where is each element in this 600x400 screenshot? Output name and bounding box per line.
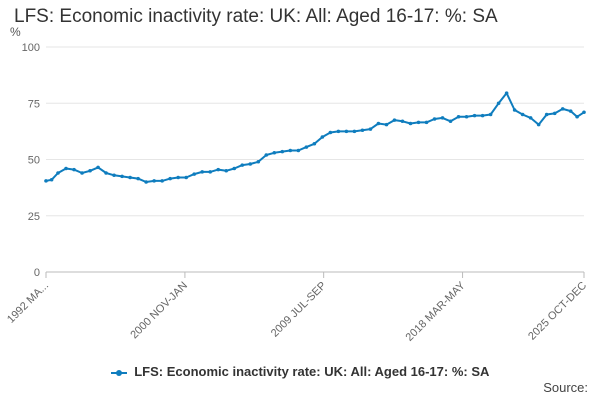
data-point[interactable] bbox=[400, 119, 405, 124]
data-point[interactable] bbox=[104, 171, 108, 175]
data-point[interactable] bbox=[232, 166, 237, 171]
data-point[interactable] bbox=[152, 179, 156, 183]
y-tick-label: 100 bbox=[22, 42, 40, 54]
data-point[interactable] bbox=[552, 111, 557, 116]
data-point[interactable] bbox=[72, 167, 76, 172]
data-point[interactable] bbox=[49, 177, 54, 182]
y-tick-label: 75 bbox=[28, 98, 40, 110]
data-point[interactable] bbox=[504, 91, 509, 95]
data-point[interactable] bbox=[88, 168, 92, 173]
data-point[interactable] bbox=[575, 114, 579, 119]
data-point[interactable] bbox=[144, 180, 148, 184]
legend-marker bbox=[110, 369, 127, 376]
data-point[interactable] bbox=[480, 113, 485, 118]
series-line bbox=[45, 92, 585, 183]
data-point[interactable] bbox=[408, 121, 413, 126]
data-point[interactable] bbox=[456, 114, 461, 119]
data-point[interactable] bbox=[568, 109, 573, 113]
data-point[interactable] bbox=[120, 174, 124, 179]
legend-label: LFS: Economic inactivity rate: UK: All: … bbox=[134, 364, 490, 379]
data-point[interactable] bbox=[288, 148, 293, 153]
data-point[interactable] bbox=[96, 165, 100, 170]
data-point[interactable] bbox=[352, 129, 357, 134]
data-point[interactable] bbox=[136, 176, 140, 181]
data-point[interactable] bbox=[520, 112, 525, 117]
data-point[interactable] bbox=[112, 173, 116, 178]
y-tick-label: 0 bbox=[34, 267, 40, 279]
y-axis-unit: % bbox=[10, 25, 21, 39]
data-point[interactable] bbox=[536, 122, 541, 127]
legend[interactable]: LFS: Economic inactivity rate: UK: All: … bbox=[0, 364, 600, 379]
data-point[interactable] bbox=[216, 167, 221, 172]
data-point[interactable] bbox=[416, 120, 421, 125]
data-point[interactable] bbox=[582, 110, 586, 115]
data-point[interactable] bbox=[496, 101, 501, 106]
data-point[interactable] bbox=[296, 148, 301, 153]
data-point[interactable] bbox=[184, 175, 188, 180]
data-point[interactable] bbox=[336, 129, 341, 134]
data-point[interactable] bbox=[560, 107, 565, 111]
data-point[interactable] bbox=[464, 114, 469, 119]
data-point[interactable] bbox=[512, 108, 517, 112]
x-axis: 1992 MA... 2000 NOV-JAN 2009 JUL-SEP 2018 M… bbox=[5, 272, 589, 344]
data-point[interactable] bbox=[44, 179, 48, 183]
data-point[interactable] bbox=[256, 159, 261, 164]
data-point[interactable] bbox=[384, 122, 389, 127]
data-point[interactable] bbox=[56, 171, 60, 175]
data-point[interactable] bbox=[240, 163, 245, 167]
grid bbox=[46, 46, 584, 273]
data-point[interactable] bbox=[272, 150, 277, 155]
data-series bbox=[44, 91, 586, 184]
data-point[interactable] bbox=[528, 116, 533, 120]
data-point[interactable] bbox=[160, 179, 164, 183]
data-point[interactable] bbox=[392, 118, 397, 122]
data-point[interactable] bbox=[368, 127, 373, 131]
data-point[interactable] bbox=[544, 112, 549, 117]
x-tick-label: 2009 JUL-SEP bbox=[269, 280, 329, 340]
data-point[interactable] bbox=[376, 121, 381, 126]
data-point[interactable] bbox=[448, 119, 453, 124]
data-point[interactable] bbox=[208, 170, 213, 174]
data-point[interactable] bbox=[424, 120, 429, 125]
y-axis: 0 25 50 75 100 bbox=[22, 42, 40, 279]
data-point[interactable] bbox=[192, 172, 196, 176]
data-point[interactable] bbox=[432, 117, 437, 121]
data-point[interactable] bbox=[440, 116, 445, 120]
data-point[interactable] bbox=[224, 168, 229, 173]
data-point[interactable] bbox=[80, 171, 84, 175]
source-label: Source: bbox=[543, 380, 588, 395]
data-point[interactable] bbox=[304, 145, 309, 149]
data-point[interactable] bbox=[264, 153, 269, 157]
data-point[interactable] bbox=[128, 175, 132, 180]
data-point[interactable] bbox=[64, 166, 68, 171]
data-point[interactable] bbox=[488, 112, 493, 117]
data-point[interactable] bbox=[320, 135, 325, 139]
data-point[interactable] bbox=[280, 149, 285, 154]
chart-title: LFS: Economic inactivity rate: UK: All: … bbox=[14, 6, 498, 27]
data-point[interactable] bbox=[312, 141, 317, 146]
x-tick-label: 2018 MAR-MAY bbox=[404, 279, 469, 344]
y-tick-label: 25 bbox=[28, 211, 40, 223]
data-point[interactable] bbox=[472, 113, 477, 118]
data-point[interactable] bbox=[168, 176, 172, 181]
data-point[interactable] bbox=[328, 130, 333, 135]
data-point[interactable] bbox=[248, 162, 253, 166]
data-point[interactable] bbox=[200, 170, 205, 174]
x-tick-label: 1992 MA... bbox=[5, 280, 51, 326]
data-point[interactable] bbox=[344, 129, 349, 134]
x-tick-label: 2000 NOV-JAN bbox=[128, 280, 190, 342]
y-tick-label: 50 bbox=[28, 155, 40, 167]
x-tick-label: 2025 OCT-DEC bbox=[526, 280, 589, 343]
data-point[interactable] bbox=[360, 128, 365, 133]
data-point[interactable] bbox=[176, 175, 180, 180]
